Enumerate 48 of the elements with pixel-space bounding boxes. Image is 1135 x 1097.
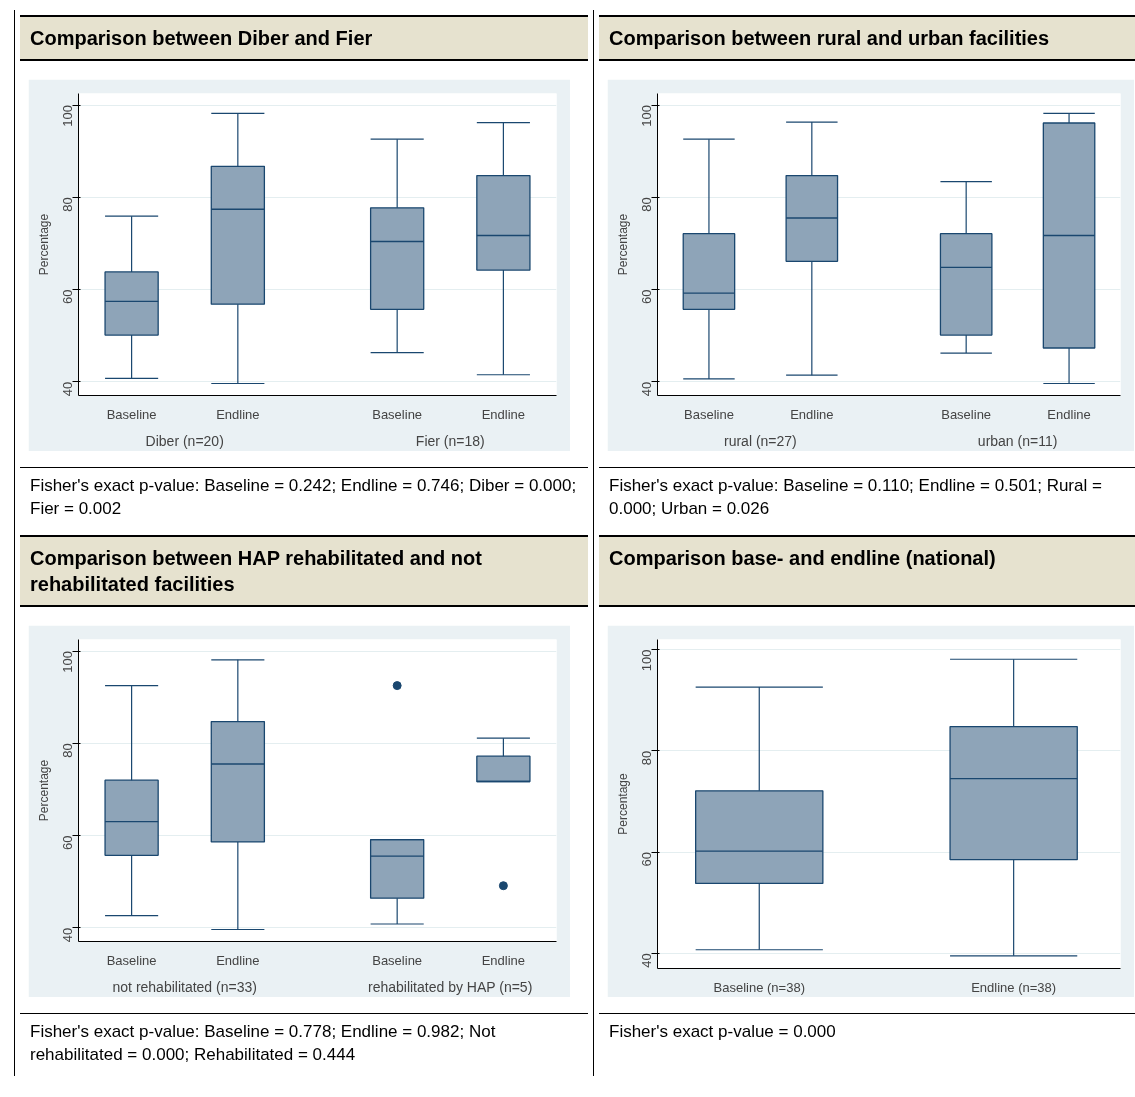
text: Fisher's exact p-value: Baseline = 0.242; Endline = 0.746; Diber = 0.000; Fier = 0.002 bbox=[30, 475, 578, 520]
y-axis-title: Percentage bbox=[615, 772, 630, 835]
y-tick-label: 40 bbox=[60, 381, 75, 397]
text: not rehabilitated (n=33) bbox=[112, 978, 257, 995]
x-tick-label: Baseline bbox=[106, 406, 157, 422]
chart-title: Comparison base- and endline (national) bbox=[609, 546, 996, 571]
y-axis-title: Percentage bbox=[36, 759, 51, 822]
y-axis-title: Percentage bbox=[615, 213, 630, 276]
chart-title: Comparison between Diber and Fier bbox=[30, 26, 373, 51]
x-tick-label: Endline bbox=[216, 406, 260, 422]
y-tick-label: 60 bbox=[60, 835, 75, 850]
y-tick-label: 60 bbox=[639, 289, 654, 304]
y-tick-label: 80 bbox=[639, 750, 654, 766]
y-tick-label: 60 bbox=[639, 852, 654, 867]
x-tick-label: Endline (n=38) bbox=[971, 979, 1057, 995]
y-tick-label: 100 bbox=[639, 649, 654, 672]
x-tick-label: Baseline bbox=[106, 952, 157, 968]
text: Fisher's exact p-value = 0.000 bbox=[609, 1021, 836, 1043]
text: rehabilitated by HAP (n=5) bbox=[367, 978, 533, 995]
y-tick-label: 40 bbox=[639, 381, 654, 397]
x-tick-label: Endline bbox=[216, 952, 260, 968]
y-tick-label: 40 bbox=[60, 927, 75, 943]
text: Fisher's exact p-value: Baseline = 0.110; Endline = 0.501; Rural = 0.000; Urban = 0.026 bbox=[609, 475, 1103, 520]
text: Fier (n=18) bbox=[415, 432, 485, 449]
y-tick-label: 100 bbox=[639, 105, 654, 127]
x-tick-label: Endline bbox=[481, 406, 526, 422]
y-tick-label: 100 bbox=[60, 105, 75, 127]
chart-title: Comparison between HAP rehabilitated and not rehabilitated facilities bbox=[30, 546, 483, 597]
text: urban (n=11) bbox=[977, 432, 1058, 449]
y-axis-title: Percentage bbox=[36, 213, 51, 276]
text: Diber (n=20) bbox=[145, 432, 224, 449]
x-tick-label: Baseline bbox=[372, 952, 423, 968]
x-tick-label: Endline bbox=[481, 952, 526, 968]
y-tick-label: 80 bbox=[60, 743, 75, 758]
y-tick-label: 80 bbox=[639, 197, 654, 212]
x-tick-label: Endline bbox=[1047, 406, 1091, 422]
y-tick-label: 40 bbox=[639, 953, 654, 968]
text: rural (n=27) bbox=[724, 432, 797, 449]
x-tick-label: Baseline bbox=[941, 406, 992, 422]
x-tick-label: Baseline (n=38) bbox=[713, 979, 805, 995]
y-tick-label: 100 bbox=[60, 651, 75, 673]
y-tick-label: 60 bbox=[60, 289, 75, 304]
y-tick-label: 80 bbox=[60, 197, 75, 212]
x-tick-label: Baseline bbox=[372, 406, 423, 422]
x-tick-label: Baseline bbox=[684, 406, 734, 422]
text: Fisher's exact p-value: Baseline = 0.778; Endline = 0.982; Not rehabilitated = 0.000; Rehabilitated = 0.444 bbox=[30, 1021, 497, 1066]
chart-title: Comparison between rural and urban facilities bbox=[609, 26, 1050, 51]
x-tick-label: Endline bbox=[790, 406, 834, 422]
